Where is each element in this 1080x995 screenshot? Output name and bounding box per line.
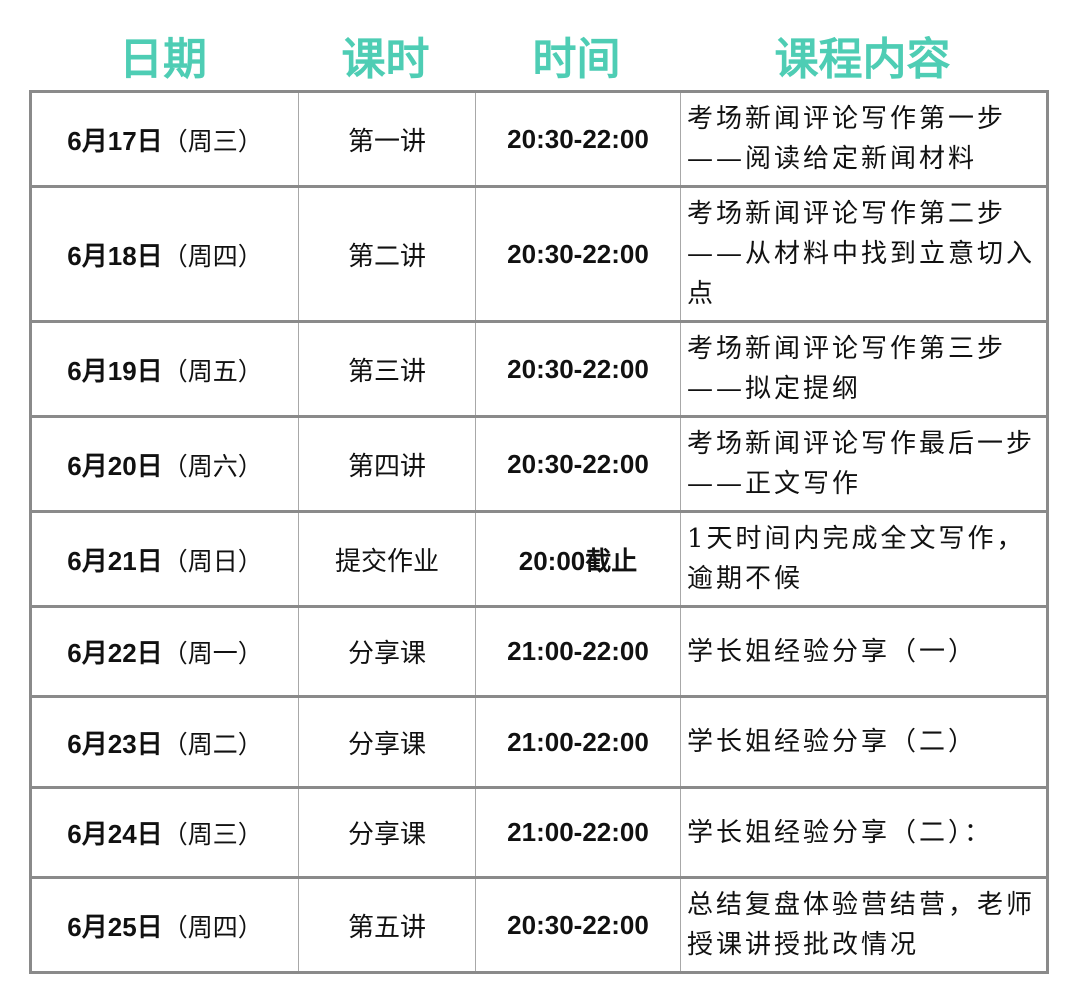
content-cell: 总结复盘体验营结营，老师授课讲授批改情况 xyxy=(680,877,1048,973)
weekday: （周六） xyxy=(162,451,263,481)
date: 6月20日 xyxy=(67,450,163,481)
lesson-cell: 第二讲 xyxy=(298,186,476,322)
content-cell: 学长姐经验分享（二）： xyxy=(680,787,1048,878)
date-cell: 6月19日（周五） xyxy=(30,321,299,417)
table-row: 6月25日（周四） 第五讲 20:30-22:00 总结复盘体验营结营，老师授课讲授批… xyxy=(30,877,1048,973)
date: 6月22日 xyxy=(67,638,163,668)
content-cell: 考场新闻评论写作第二步——从材料中找到立意切入点 xyxy=(680,186,1048,322)
weekday: （周三） xyxy=(162,126,263,156)
time-cell: 20:30-22:00 xyxy=(475,877,681,973)
header-time: 时间 xyxy=(532,34,621,85)
table-row: 6月22日（周一） 分享课 21:00-22:00 学长姐经验分享（一） xyxy=(30,606,1048,697)
lesson-cell: 分享课 xyxy=(298,787,476,878)
table-row: 6月24日（周三） 分享课 21:00-22:00 学长姐经验分享（二）： xyxy=(30,787,1048,878)
date-cell: 6月24日（周三） xyxy=(30,787,299,878)
content-cell: 考场新闻评论写作第一步——阅读给定新闻材料 xyxy=(680,91,1048,187)
content-cell: 学长姐经验分享（一） xyxy=(680,606,1048,697)
date: 6月24日 xyxy=(67,819,163,849)
time-cell: 20:30-22:00 xyxy=(475,91,681,187)
date-cell: 6月25日（周四） xyxy=(30,877,299,973)
content-cell: 学长姐经验分享（二） xyxy=(680,696,1048,788)
time-cell: 21:00-22:00 xyxy=(475,696,681,788)
header-date: 日期 xyxy=(119,34,207,85)
date: 6月19日 xyxy=(67,355,163,386)
date-cell: 6月20日（周六） xyxy=(30,416,299,512)
weekday: （周四） xyxy=(162,241,263,271)
weekday: （周一） xyxy=(162,639,263,668)
weekday: （周五） xyxy=(162,356,263,386)
time-cell: 20:00截止 xyxy=(475,511,681,607)
weekday: （周二） xyxy=(162,729,263,759)
header-content: 课程内容 xyxy=(774,34,951,85)
weekday: （周三） xyxy=(162,820,263,849)
date-cell: 6月17日（周三） xyxy=(30,91,299,187)
table-row: 6月23日（周二） 分享课 21:00-22:00 学长姐经验分享（二） xyxy=(30,696,1048,788)
header-lesson: 课时 xyxy=(341,34,430,85)
lesson-cell: 分享课 xyxy=(298,606,476,697)
time-cell: 21:00-22:00 xyxy=(475,787,681,878)
date: 6月25日 xyxy=(67,911,163,942)
date-cell: 6月21日（周日） xyxy=(30,511,299,607)
content-cell: 考场新闻评论写作最后一步——正文写作 xyxy=(680,416,1048,512)
date-cell: 6月18日（周四） xyxy=(30,186,299,322)
table-row: 6月17日（周三） 第一讲 20:30-22:00 考场新闻评论写作第一步——阅读给定… xyxy=(30,91,1048,187)
date-cell: 6月23日（周二） xyxy=(30,696,299,788)
lesson-cell: 第四讲 xyxy=(298,416,476,512)
time-cell: 21:00-22:00 xyxy=(475,606,681,697)
table-row: 6月21日（周日） 提交作业 20:00截止 1天时间内完成全文写作，逾期不候 xyxy=(30,511,1048,607)
lesson-cell: 第五讲 xyxy=(298,877,476,973)
weekday: （周日） xyxy=(162,546,263,576)
lesson-cell: 第三讲 xyxy=(298,321,476,417)
weekday: （周四） xyxy=(162,912,263,942)
date: 6月21日 xyxy=(67,545,163,576)
lesson-cell: 提交作业 xyxy=(298,511,476,607)
schedule-table: 6月17日（周三） 第一讲 20:30-22:00 考场新闻评论写作第一步——阅读给定… xyxy=(29,90,1049,974)
lesson-cell: 分享课 xyxy=(298,696,476,788)
time-cell: 20:30-22:00 xyxy=(475,416,681,512)
date: 6月17日 xyxy=(67,125,163,156)
date: 6月23日 xyxy=(67,728,163,759)
content-cell: 考场新闻评论写作第三步——拟定提纲 xyxy=(680,321,1048,417)
table-row: 6月20日（周六） 第四讲 20:30-22:00 考场新闻评论写作最后一步——正文写… xyxy=(30,416,1048,512)
time-cell: 20:30-22:00 xyxy=(475,186,681,322)
table-row: 6月18日（周四） 第二讲 20:30-22:00 考场新闻评论写作第二步——从材料中… xyxy=(30,186,1048,322)
table-row: 6月19日（周五） 第三讲 20:30-22:00 考场新闻评论写作第三步——拟定提纲 xyxy=(30,321,1048,417)
content-cell: 1天时间内完成全文写作，逾期不候 xyxy=(680,511,1048,607)
date-cell: 6月22日（周一） xyxy=(30,606,299,697)
time-cell: 20:30-22:00 xyxy=(475,321,681,417)
date: 6月18日 xyxy=(67,240,163,271)
lesson-cell: 第一讲 xyxy=(298,91,476,187)
